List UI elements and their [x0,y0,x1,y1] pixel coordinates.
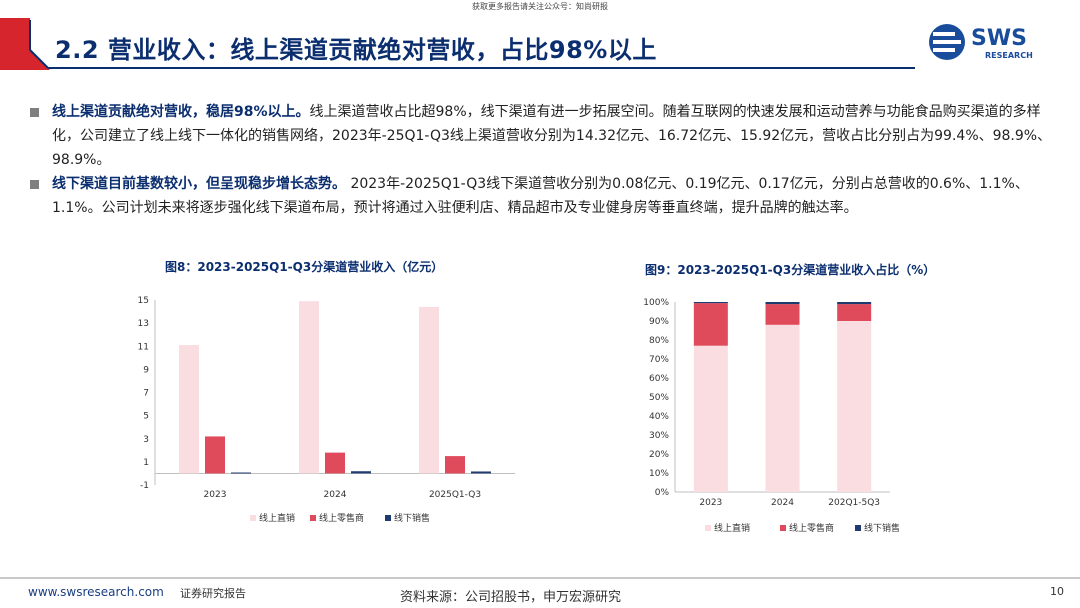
y-tick-label: 100% [643,298,669,308]
bullet-square-icon [30,180,39,189]
stacked-bar-segment [693,302,728,304]
legend-label: 线上直销 [259,512,295,524]
bar [205,436,225,474]
bar [299,301,319,474]
y-tick-label: 80% [649,336,669,346]
y-tick-label: 13 [138,319,149,329]
legend-label: 线上零售商 [789,522,834,532]
footer-divider [0,577,1080,579]
y-tick-label: 15 [138,296,149,306]
chart-title-share: 图9：2023-2025Q1-Q3分渠道营业收入占比（%） [645,263,936,277]
legend-swatch [705,525,711,531]
legend-label: 线下销售 [394,512,430,524]
y-tick-label: 60% [649,374,669,384]
y-tick-label: 5 [143,412,149,422]
share-stacked-chart: 0% 10% 20% 30% 40% 50% 60% 70% 80% 90% 100% 2023 202… [643,298,900,532]
chart-title-revenue: 图8：2023-2025Q1-Q3分渠道营业收入（亿元） [165,260,444,274]
y-tick-label: 1 [143,458,149,468]
bullet-item: 线下渠道目前基数较小，但呈现稳步增长态势。 2023年-2025Q1-Q3线下渠… [30,172,1065,220]
bar [179,345,199,474]
legend-swatch [780,525,786,531]
bar [471,471,491,474]
title-bar [0,18,915,70]
x-tick-label: 2023 [699,498,722,508]
legend-swatch [310,515,316,521]
legend-swatch [250,515,256,521]
x-tick-label: 2025Q1-Q3 [429,490,481,500]
y-tick-label: 40% [649,412,669,422]
y-tick-label: 3 [143,435,149,445]
y-tick-label: 50% [649,393,669,403]
stacked-bar-segment [837,302,872,305]
footer-label: 证券研究报告 [180,587,246,600]
stacked-bar-segment [837,321,872,492]
bar [351,471,371,474]
y-tick-label: 30% [649,431,669,441]
x-tick-label: 2024 [324,490,347,500]
y-tick-label: -1 [140,481,149,491]
legend-swatch [385,515,391,521]
stacked-bar-segment [693,303,728,346]
stacked-bar-segment [693,345,728,492]
x-tick-label: 202Q1-5Q3 [828,498,880,508]
bullet-heading: 线下渠道目前基数较小，但呈现稳步增长态势。 [52,176,346,192]
y-tick-label: 70% [649,355,669,365]
bullet-heading: 线上渠道贡献绝对营收，稳居98%以上。 [52,104,310,120]
legend-label: 线下销售 [864,522,900,532]
legend-label: 线上直销 [714,522,750,532]
y-tick-label: 20% [649,450,669,460]
revenue-bar-chart: -1135791113152023 2024 2025Q1-Q3线上直销 线上零售商线… [138,296,515,524]
y-tick-label: 0% [655,488,670,498]
footer-source: 资料来源：公司招股书，申万宏源研究 [400,590,622,605]
bullet-text: 线上渠道营收占比超98%，线下渠道有进一步拓展空间。随着互联网的快速发展和运动营… [52,104,1052,168]
y-tick-label: 90% [649,317,669,327]
stacked-bar-segment [765,302,800,305]
x-tick-label: 2023 [204,490,227,500]
top-note: 获取更多报告请关注公众号：知尚研报 [472,2,608,11]
slide-title: 2.2 营业收入：线上渠道贡献绝对营收，占比98%以上 [55,36,657,64]
bullet-list: 线上渠道贡献绝对营收，稳居98%以上。线上渠道营收占比超98%，线下渠道有进一步… [30,100,1065,220]
stacked-bar-segment [765,304,800,325]
x-tick-label: 2024 [771,498,794,508]
bar [325,452,345,474]
logo-subtext: RESEARCH [985,51,1033,60]
sws-logo: SWS RESEARCH [929,24,1033,60]
legend-swatch [855,525,861,531]
page-number: 10 [1050,585,1064,598]
bullet-square-icon [30,108,39,117]
y-tick-label: 11 [138,342,149,352]
bar [419,306,439,474]
bullet-item: 线上渠道贡献绝对营收，稳居98%以上。线上渠道营收占比超98%，线下渠道有进一步… [30,100,1065,172]
title-accent-red [0,18,50,70]
stacked-bar-segment [837,304,872,321]
bar [231,472,251,474]
stacked-bar-segment [765,324,800,492]
bar [445,456,465,474]
bullet-text: 2023年-2025Q1-Q3线下渠道营收分别为0.08亿元、0.19亿元、0.… [52,176,1029,216]
y-tick-label: 7 [143,389,149,399]
y-tick-label: 10% [649,469,669,479]
footer-url-link[interactable]: www.swsresearch.com [28,585,164,599]
y-tick-label: 9 [143,365,149,375]
legend-label: 线上零售商 [319,512,364,524]
logo-text: SWS [971,26,1027,51]
